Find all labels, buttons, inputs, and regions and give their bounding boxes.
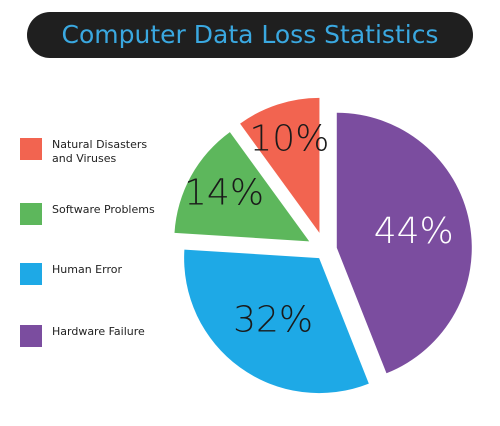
- slice-label: 10%: [249, 118, 329, 159]
- pie-slice: [240, 97, 320, 233]
- legend-label: Software Problems: [52, 203, 155, 216]
- legend-item: Natural Disasters and Viruses: [20, 138, 162, 166]
- legend-swatch: [20, 325, 42, 347]
- slice-label: 14%: [184, 173, 264, 214]
- slice-label: 44%: [374, 211, 454, 252]
- legend-swatch: [20, 263, 42, 285]
- pie-slice: [184, 249, 369, 394]
- pie-slice: [174, 132, 310, 242]
- legend-swatch: [20, 203, 42, 225]
- legend-label: Natural Disasters and Viruses: [52, 138, 148, 165]
- legend-item: Software Problems: [20, 203, 162, 225]
- slice-label: 32%: [233, 299, 313, 340]
- legend-item: Human Error: [20, 263, 162, 285]
- legend-item: Hardware Failure: [20, 325, 162, 347]
- title-background: [27, 12, 473, 58]
- chart-title: Computer Data Loss Statistics: [61, 20, 439, 49]
- pie-slice: [336, 112, 472, 374]
- legend-label: Hardware Failure: [52, 325, 145, 338]
- legend-swatch: [20, 138, 42, 160]
- legend-label: Human Error: [52, 263, 122, 276]
